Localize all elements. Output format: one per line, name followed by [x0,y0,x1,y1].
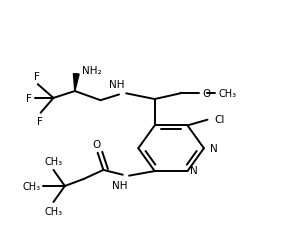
Text: F: F [34,71,40,81]
Text: F: F [37,117,43,127]
Polygon shape [73,74,79,92]
Text: CH₃: CH₃ [22,181,41,191]
Text: N: N [190,165,198,175]
Text: N: N [210,144,218,154]
Text: NH₂: NH₂ [82,66,102,76]
Text: CH₃: CH₃ [44,156,62,166]
Text: NH: NH [112,180,128,190]
Text: O: O [203,89,211,99]
Text: O: O [92,139,100,149]
Text: CH₃: CH₃ [44,206,62,216]
Text: Cl: Cl [215,114,225,124]
Text: NH: NH [109,80,125,90]
Text: CH₃: CH₃ [219,89,237,99]
Text: F: F [26,94,31,103]
